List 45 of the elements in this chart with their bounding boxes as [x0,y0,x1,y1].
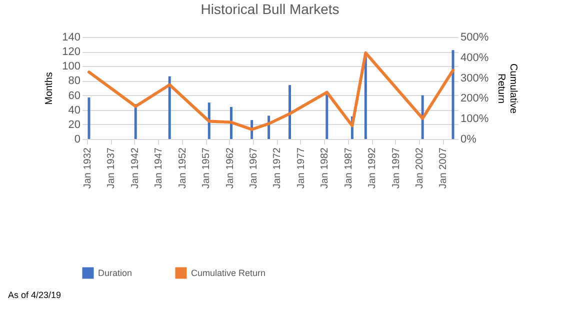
x-tick-label: Jan 1977 [296,147,307,189]
y2-tick-label: 0% [460,134,477,146]
bar [288,85,292,139]
x-tick-label: Jan 1987 [343,147,354,189]
x-tick-label: Jan 1997 [390,147,402,189]
x-tick-label: Jan 1967 [248,147,260,189]
x-tick-label: Jan 1957 [201,147,212,189]
x-tick-label: Jan 1947 [154,147,165,189]
y2-tick-label: 500% [460,32,489,44]
bar [326,94,328,139]
bar [452,50,454,139]
x-tick-label: Jan 1932 [82,147,94,189]
y-tick-label: 60 [68,90,80,102]
x-tick-label: Jan 1992 [367,147,378,189]
y-tick-label: 0 [74,134,80,146]
x-tick-label: Jan 1972 [272,147,284,189]
y-tick-label: 40 [68,104,80,116]
bar [88,97,90,139]
line-series [87,51,454,131]
bar [230,106,233,139]
y2-axis-title: Cumulative Return [496,63,519,114]
y-tick-label: 80 [68,75,80,88]
y2-tick-label: 100% [460,113,489,126]
legend-label: Cumulative Return [191,268,266,278]
y-tick-label: 120 [62,46,80,58]
x-tick-label: Jan 1937 [106,147,118,189]
x-tick-label: Jan 1982 [320,147,331,189]
y-axis-title: Months [44,72,56,105]
x-tick-label: Jan 1962 [224,147,236,189]
bar [364,56,367,139]
x-tick-label: Jan 1942 [130,147,141,189]
legend-label: Duration [98,268,132,278]
x-tick-label: Jan 1952 [177,147,188,189]
y-tick-label: 140 [62,32,80,44]
y2-tick-label: 200% [460,92,489,105]
y2-tick-label: 300% [460,72,489,84]
bar [168,76,171,139]
chart-title: Historical Bull Markets [200,1,340,17]
bar [208,102,210,139]
y2-tick-label: 400% [460,52,489,64]
x-tick-label: Jan 2007 [438,147,450,189]
y-tick-label: 100 [62,60,80,73]
x-tick-label: Jan 2002 [414,147,426,189]
y-tick-label: 20 [68,118,80,131]
text: As of 4/23/19 [8,290,62,300]
